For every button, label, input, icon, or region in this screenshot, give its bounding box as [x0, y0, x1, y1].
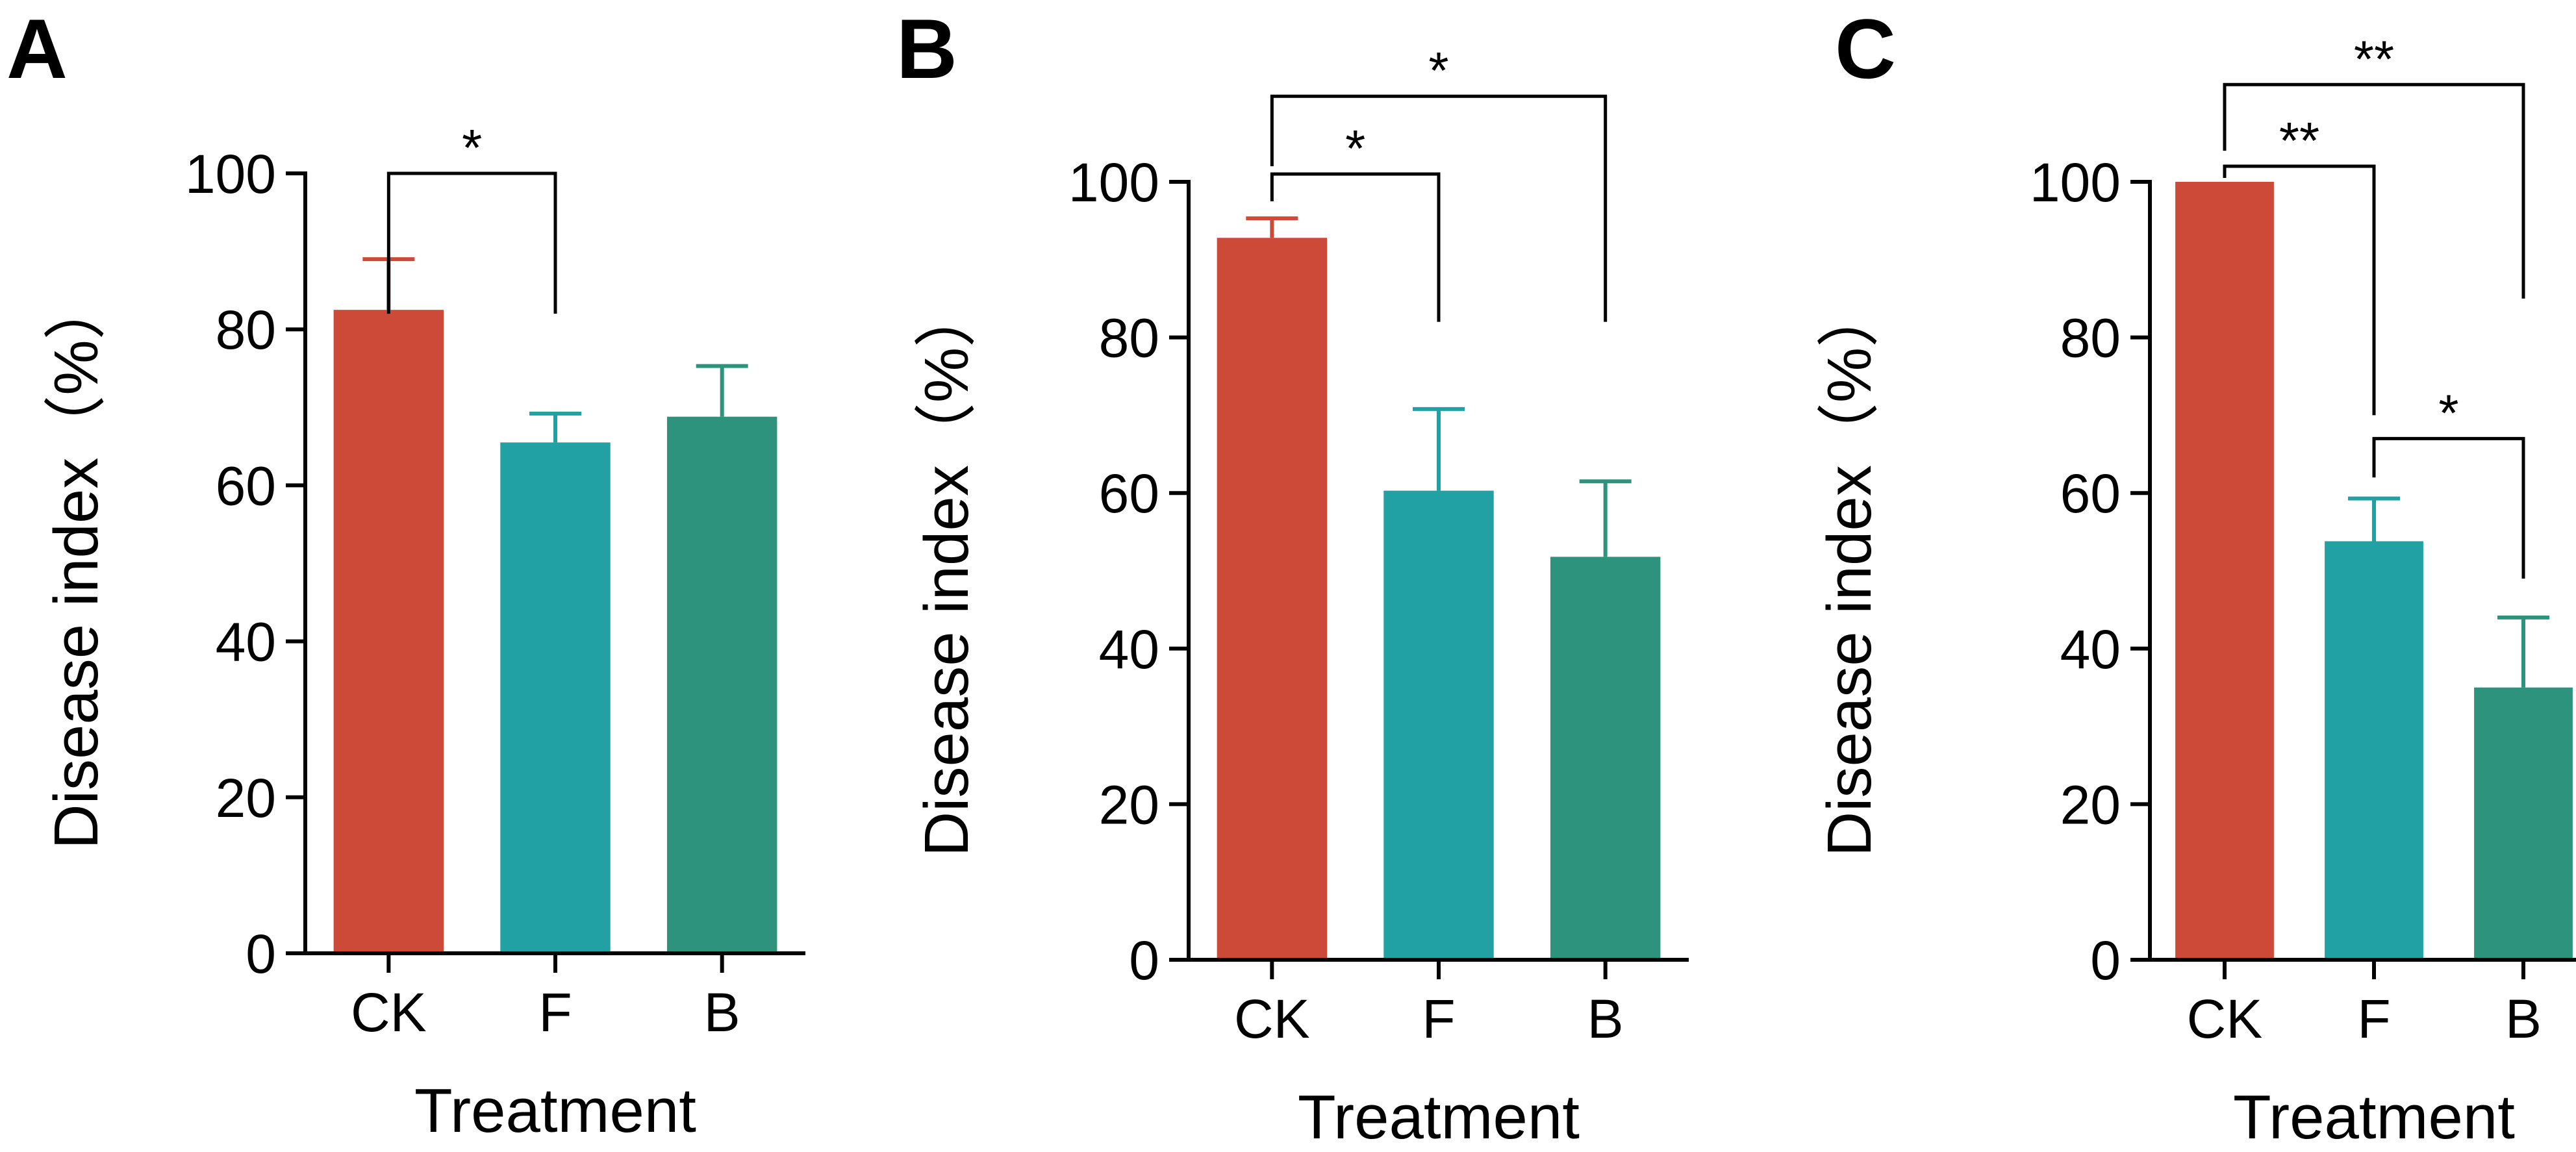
- bar-ck: [333, 310, 444, 953]
- y-tick-label: 40: [1099, 619, 1159, 680]
- significance-bracket: **: [2223, 112, 2376, 416]
- significance-label: *: [1428, 42, 1448, 99]
- error-bar-f: [2348, 496, 2400, 542]
- chart-panel-c: C 0 20 40 60 80 100 CK F B Treatment Disease index（…: [1754, 0, 2576, 1152]
- y-tick-label: 60: [2060, 463, 2121, 524]
- x-axis-title: Treatment: [2233, 1083, 2515, 1152]
- significance-label: *: [462, 119, 482, 177]
- y-tick-label: 80: [216, 299, 276, 360]
- bar-b: [666, 416, 777, 953]
- y-tick-label: 100: [185, 144, 276, 205]
- error-bar-f: [529, 411, 581, 443]
- x-tick-label-b: B: [2505, 988, 2542, 1049]
- bar-f: [2325, 541, 2423, 960]
- bar-b: [1550, 557, 1661, 960]
- y-tick-label: 100: [1068, 152, 1159, 213]
- significance-bracket: *: [1270, 42, 1608, 322]
- x-tick-label-b: B: [704, 982, 740, 1043]
- x-tick-label-f: F: [538, 982, 572, 1043]
- x-tick-label-f: F: [2357, 988, 2390, 1049]
- bar-ck: [1217, 238, 1328, 960]
- y-tick-label: 80: [1099, 308, 1159, 369]
- x-axis-title: Treatment: [1298, 1083, 1580, 1152]
- y-tick-label: 0: [1129, 930, 1159, 991]
- y-tick-label: 20: [216, 768, 276, 829]
- x-axis-title: Treatment: [414, 1076, 696, 1146]
- x-tick-label-b: B: [1587, 988, 1624, 1049]
- significance-label: **: [2279, 112, 2319, 169]
- error-bar-b: [1579, 479, 1632, 557]
- y-axis-title: Disease index（%）: [42, 277, 111, 849]
- y-axis-title: Disease index（%）: [912, 285, 981, 857]
- significance-label: *: [2438, 384, 2458, 442]
- y-tick-label: 20: [1099, 774, 1159, 835]
- bar-chart-svg: C 0 20 40 60 80 100 CK F B Treatment Disease index（…: [1815, 1, 2576, 1152]
- x-tick-label-ck: CK: [351, 982, 427, 1043]
- bar-ck: [2175, 182, 2274, 960]
- y-axis-title: Disease index（%）: [1815, 285, 1884, 857]
- significance-bracket: **: [2223, 30, 2525, 299]
- y-tick-label: 60: [1099, 463, 1159, 524]
- significance-label: *: [1345, 119, 1365, 177]
- y-tick-label: 40: [216, 612, 276, 673]
- error-bar-b: [2497, 615, 2549, 688]
- y-tick-label: 0: [2090, 930, 2121, 991]
- x-tick-label-f: F: [1422, 988, 1455, 1049]
- significance-label: **: [2354, 30, 2394, 88]
- y-tick-label: 40: [2060, 619, 2121, 680]
- bar-b: [2474, 687, 2573, 960]
- y-tick-label: 0: [246, 923, 276, 984]
- error-bar-b: [696, 364, 748, 417]
- panel-letter: C: [1835, 1, 1896, 96]
- panel-letter: A: [6, 1, 68, 96]
- chart-panel-a: A 0 20 40 60 80 100 CK F B Treatment Disease index（…: [0, 0, 859, 1152]
- bar-f: [500, 442, 611, 953]
- bar-f: [1383, 490, 1494, 960]
- y-tick-label: 20: [2060, 774, 2121, 835]
- significance-bracket: *: [386, 119, 557, 314]
- x-tick-label-ck: CK: [2187, 988, 2263, 1049]
- y-tick-label: 100: [2030, 152, 2121, 213]
- error-bar-f: [1413, 407, 1465, 491]
- significance-bracket: *: [2372, 384, 2525, 579]
- error-bar-ck: [1246, 216, 1298, 238]
- y-tick-label: 80: [2060, 308, 2121, 369]
- panel-letter: B: [896, 1, 957, 96]
- significance-bracket: *: [1270, 119, 1441, 322]
- x-tick-label-ck: CK: [1234, 988, 1310, 1049]
- y-tick-label: 60: [216, 455, 276, 516]
- chart-panel-b: B 0 20 40 60 80 100 CK F B Treatment Disease index（…: [864, 0, 1723, 1152]
